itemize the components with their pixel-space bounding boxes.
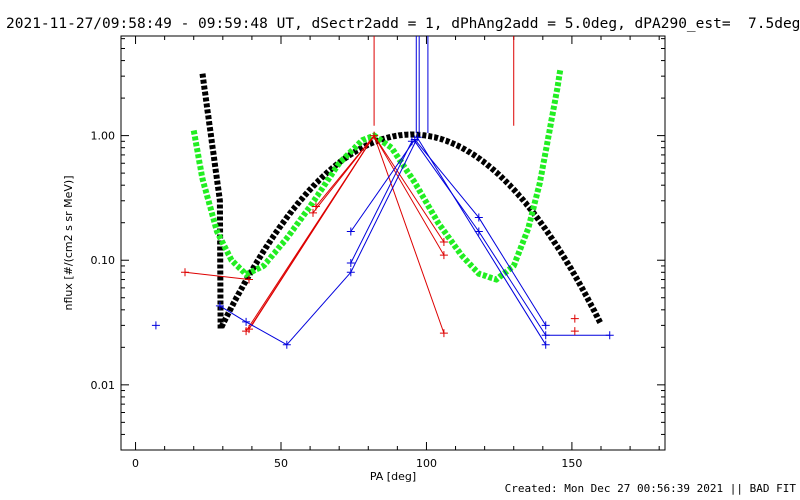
blue-line xyxy=(414,141,480,232)
blue-line xyxy=(478,217,547,326)
red-line xyxy=(373,135,445,243)
blue-line xyxy=(286,271,352,346)
blue-line xyxy=(245,321,288,346)
x-tick-label: 150 xyxy=(561,457,582,470)
x-tick-label: 100 xyxy=(416,457,437,470)
red-line xyxy=(184,271,250,281)
blue-point xyxy=(474,213,483,222)
red-point xyxy=(439,329,448,338)
blue-point xyxy=(541,321,550,330)
blue-point xyxy=(474,227,483,236)
red-point xyxy=(439,238,448,247)
blue-line xyxy=(414,139,480,218)
blue-line xyxy=(417,138,547,345)
blue-point xyxy=(282,340,291,349)
red-line xyxy=(373,135,445,334)
y-tick-label: 0.10 xyxy=(91,254,116,267)
blue-line xyxy=(350,141,413,264)
blue-line xyxy=(350,139,416,232)
red-line xyxy=(251,135,375,326)
red-point xyxy=(370,131,379,140)
blue-line xyxy=(350,137,419,273)
blue-point xyxy=(541,331,550,340)
x-axis-label: PA [deg] xyxy=(370,470,416,483)
red-line xyxy=(373,135,445,256)
red-point xyxy=(245,325,253,334)
plot-area xyxy=(151,36,614,349)
y-tick-label: 1.00 xyxy=(91,130,116,143)
red-point xyxy=(311,202,320,211)
x-tick-label: 50 xyxy=(274,457,288,470)
red-point xyxy=(570,327,579,336)
footer-created: Created: Mon Dec 27 00:56:39 2021 || BAD… xyxy=(504,482,796,495)
red-point xyxy=(570,314,579,323)
y-axis-label: nflux [#/(cm2 s sr MeV)] xyxy=(62,176,75,311)
chart-title: 2021-11-27/09:58:49 - 09:59:48 UT, dSect… xyxy=(6,16,800,32)
blue-point xyxy=(346,268,355,277)
x-tick-label: 0 xyxy=(132,457,139,470)
red-point xyxy=(309,208,317,217)
blue-point xyxy=(151,321,160,330)
red-line xyxy=(315,135,375,207)
red-point xyxy=(181,268,189,277)
blue-line xyxy=(478,231,547,336)
blue-point xyxy=(605,331,614,340)
red-point xyxy=(439,251,448,260)
blue-point xyxy=(242,317,251,326)
y-tick-label: 0.01 xyxy=(91,379,116,392)
red-point xyxy=(245,275,253,284)
blue-point xyxy=(346,227,355,236)
blue-line xyxy=(219,305,247,323)
blue-point xyxy=(346,259,355,268)
blue-point xyxy=(413,133,422,142)
black-fit-curve xyxy=(199,73,604,331)
green-fit-curve xyxy=(190,69,564,283)
plot-frame xyxy=(120,35,666,451)
blue-point xyxy=(407,137,416,146)
blue-point xyxy=(541,340,550,349)
blue-point xyxy=(215,301,224,310)
